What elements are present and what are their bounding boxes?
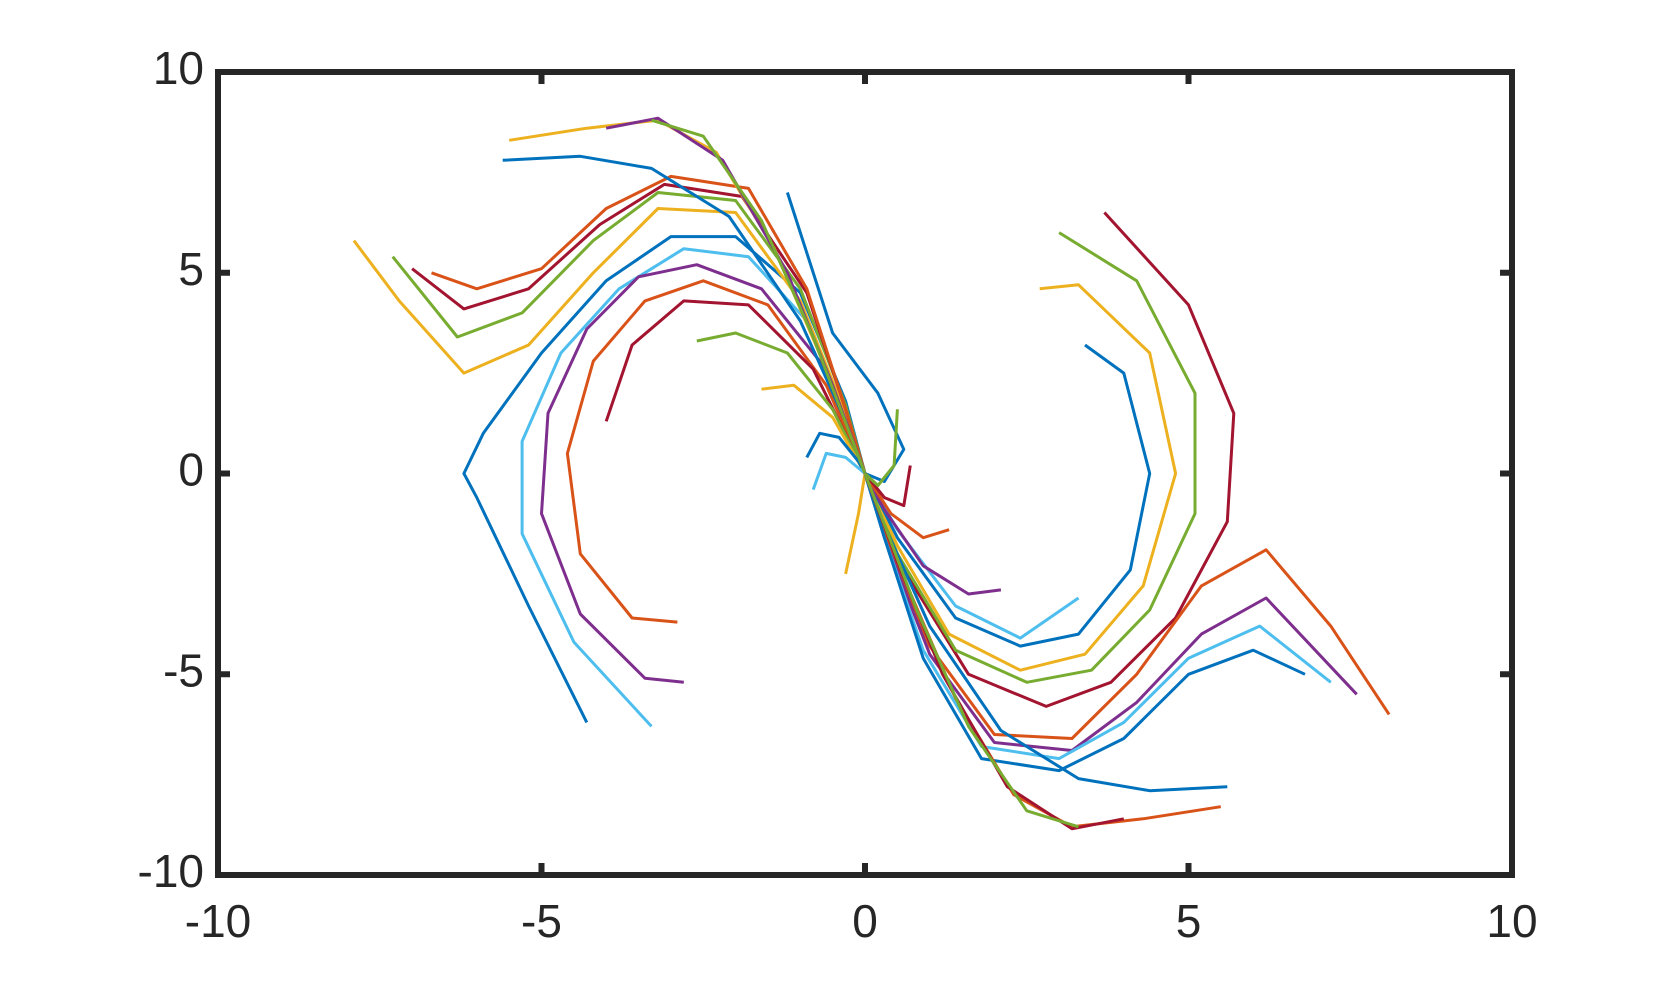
trajectory (696, 331, 867, 475)
trajectory (844, 473, 867, 575)
y-tick-label: -10 (138, 845, 204, 897)
trajectory (863, 283, 1178, 672)
y-tick-label: -5 (163, 644, 204, 696)
trajectory (863, 472, 950, 540)
trajectory (863, 472, 1079, 829)
y-tick-label: 0 (178, 444, 204, 496)
trajectory (508, 118, 867, 475)
trajectory (863, 473, 1306, 773)
x-tick-label: 5 (1176, 895, 1202, 947)
trajectory (863, 409, 899, 487)
trajectory (651, 118, 867, 475)
trajectory (863, 343, 1152, 648)
trajectory (605, 116, 867, 475)
y-tick-label: 5 (178, 243, 204, 295)
trajectory (431, 174, 867, 474)
trajectory (565, 279, 867, 624)
trajectory (863, 472, 1125, 831)
trajectory (863, 473, 1358, 752)
trajectory (863, 465, 912, 508)
trajectory (352, 207, 867, 474)
trajectory (761, 383, 867, 475)
trajectory (391, 191, 867, 474)
trajectory (863, 473, 1391, 740)
trajectory (604, 299, 867, 475)
trajectory (863, 472, 1228, 793)
trajectory (540, 263, 867, 684)
y-tick-label: 10 (153, 42, 204, 94)
x-tick-label: 0 (852, 895, 878, 947)
trajectory (863, 472, 1002, 596)
trajectory (863, 472, 1222, 829)
trajectory (863, 211, 1236, 708)
x-tick-label: -5 (521, 895, 562, 947)
x-tick-label: -10 (185, 895, 251, 947)
axes-box (215, 69, 1515, 878)
x-tick-label: 10 (1486, 895, 1537, 947)
trajectory (863, 231, 1197, 684)
trajectory (811, 451, 866, 491)
